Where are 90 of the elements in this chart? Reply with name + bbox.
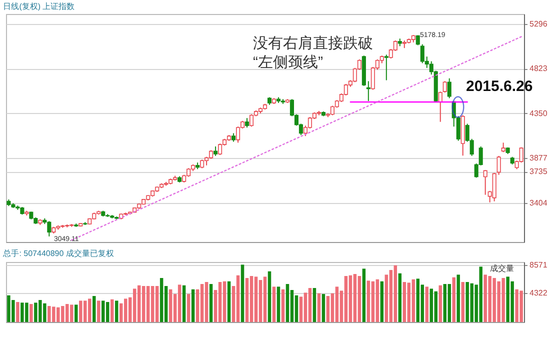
- bar: [398, 273, 402, 322]
- bar: [160, 278, 164, 322]
- candlestick: [384, 54, 388, 81]
- candlestick: [496, 155, 501, 176]
- bar: [362, 268, 366, 322]
- bar: [299, 296, 303, 322]
- bar: [276, 286, 280, 322]
- bar: [353, 274, 357, 322]
- chart-title: 日线(复权) 上证指数: [3, 2, 75, 11]
- bar: [263, 276, 267, 322]
- bar: [74, 304, 78, 322]
- bar: [97, 300, 100, 322]
- y-tick-label: 4350: [530, 108, 548, 118]
- bar: [268, 271, 272, 322]
- bar: [366, 280, 370, 322]
- bar: [402, 282, 406, 322]
- bar: [146, 286, 150, 322]
- bar: [178, 284, 182, 322]
- bar: [245, 278, 249, 322]
- candlestick: [366, 80, 370, 102]
- bar: [380, 281, 384, 322]
- y-tick-label: 4322: [530, 288, 548, 298]
- bar: [407, 282, 411, 322]
- y-tick-label: 5296: [530, 19, 548, 28]
- candlestick: [442, 80, 447, 94]
- bar: [326, 296, 330, 322]
- bar: [452, 277, 456, 322]
- bar: [92, 296, 96, 322]
- bar: [254, 276, 258, 322]
- bar: [344, 276, 348, 322]
- candlestick: [483, 170, 488, 196]
- bar: [204, 282, 208, 322]
- annotation: 成交量: [490, 264, 514, 273]
- bar: [236, 275, 240, 322]
- bar: [425, 286, 428, 322]
- y-tick-label: 3404: [530, 198, 548, 208]
- bar: [258, 280, 262, 322]
- bar: [16, 302, 20, 322]
- bar: [137, 285, 141, 322]
- annotation: 没有右肩直接跌破 “左侧颈线”: [253, 35, 373, 71]
- bar: [286, 284, 290, 322]
- candlestick: [244, 118, 250, 128]
- bar: [114, 300, 118, 322]
- bar: [227, 281, 231, 322]
- y-tick-label: 4823: [530, 64, 548, 74]
- bar: [416, 278, 420, 322]
- bar: [250, 276, 254, 322]
- y-tick-label: 8571: [530, 260, 548, 270]
- y-tick-label: 3735: [530, 167, 548, 176]
- bar: [186, 294, 190, 322]
- bar: [317, 293, 321, 322]
- bar: [376, 279, 380, 322]
- bar: [209, 284, 213, 322]
- bar: [168, 289, 172, 322]
- bar: [312, 288, 316, 322]
- bar: [412, 279, 416, 322]
- bar: [132, 288, 136, 322]
- bar: [182, 285, 186, 322]
- bar: [30, 304, 33, 322]
- bar: [110, 299, 114, 322]
- y-tick-label: 3877: [530, 154, 548, 163]
- bar: [322, 294, 326, 322]
- candlestick: [447, 78, 452, 99]
- bar: [272, 286, 276, 322]
- bar: [358, 276, 362, 322]
- bar: [155, 286, 159, 322]
- bar: [308, 288, 312, 322]
- bar: [348, 275, 352, 322]
- bar: [240, 264, 244, 322]
- bar: [200, 284, 204, 322]
- bar: [102, 300, 105, 322]
- bar: [124, 298, 128, 322]
- bar: [371, 281, 375, 322]
- candlestick: [501, 142, 506, 153]
- bar: [222, 281, 226, 322]
- bar: [461, 282, 464, 322]
- bar: [438, 285, 442, 322]
- chart-title: 总手: 507440890 成交量已复权: [2, 248, 114, 258]
- candlestick: [438, 91, 442, 122]
- bar: [142, 286, 146, 322]
- candlestick: [214, 146, 218, 156]
- bar: [281, 289, 285, 322]
- bar: [394, 265, 398, 322]
- bar: [191, 289, 195, 322]
- bar: [335, 286, 339, 322]
- candlestick: [249, 114, 254, 128]
- bar: [456, 274, 460, 322]
- candlestick: [218, 143, 222, 156]
- bar: [218, 282, 222, 322]
- bar: [150, 286, 154, 322]
